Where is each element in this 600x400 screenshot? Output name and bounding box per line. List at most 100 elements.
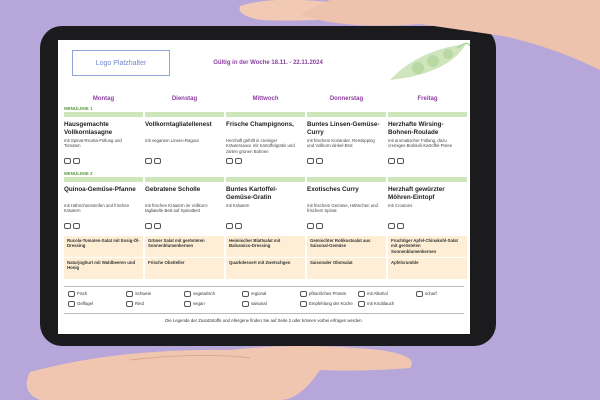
line-bar [145,112,224,117]
legend-icon [184,301,191,307]
legend-text: Rind [135,300,144,306]
legend-icon [300,291,307,297]
line-bar [307,112,386,117]
line-bar [64,177,143,182]
day-header: Freitag [417,96,438,102]
dish-description: mit frischen Kräutern im Vollkorn-taglia… [145,203,209,214]
day-header: Mittwoch [252,96,279,102]
dish-title: Quinoa-Gemüse-Pfanne [64,186,136,193]
legend-text: saisonal [251,300,267,306]
menu-line-label: MENÜLINIE 2 [64,171,93,176]
peas-decoration [390,42,470,80]
legend-icon [68,291,75,297]
dish-title: Buntes Kartoffel-Gemüse-Gratin [226,186,278,201]
side-dish: Naturjoghurt mit Waldbeeren und Honig [64,258,143,279]
dish-description: mit Spinat-Ricotta-Füllung und Tomaten [64,138,122,149]
diet-icon [316,223,323,229]
legend-text: regional [251,290,267,296]
legend-icon [358,301,365,307]
footer-note: Die Legende der Zusatzstoffe und Allerge… [165,318,363,323]
validity: Gültig in der Woche 18.11. - 22.11.2024 [213,60,323,66]
diet-icon [64,223,71,229]
side-dish: Apfelcrumble [388,258,467,279]
side-dish: Frische Obstteller [145,258,224,279]
dish-title: Exotisches Curry [307,186,359,193]
legend-text: scharf [425,290,437,296]
diet-icon [388,223,395,229]
dish-title: Buntes Linsen-Gemüse-Curry [307,121,380,136]
divider [64,313,464,314]
legend-icon [126,301,133,307]
line-bar [145,177,224,182]
dish-description: Herzhaft gefüllt in cremiger Kräutersauc… [226,138,295,154]
legend-text: mit Alkohol [367,290,388,296]
diet-icon [388,158,395,164]
legend-icon [242,291,249,297]
dish-description: mit frischem Gemüse, Hähnchen und frisch… [307,203,378,214]
line-bar [226,177,305,182]
divider [64,286,464,287]
legend-text: Geflügel [77,300,94,306]
legend-text: Fisch [77,290,88,296]
legend-icon [68,301,75,307]
logo: Logo Platzhalter [72,50,170,76]
line-bar [307,177,386,182]
diet-icon [73,223,80,229]
screen: Logo Platzhalter Gültig in der Woche 18.… [58,40,470,334]
side-dish: Fruchtiger Apfel-Chinakohl-Salat mit ger… [388,236,467,257]
diet-icon [73,158,80,164]
dish-description: mit frischem Koriander, Reistopping und … [307,138,375,149]
line-bar [388,177,467,182]
legend-icon [300,301,307,307]
dish-description: mit veganem Linsen-Ragout [145,138,199,143]
diet-icon [145,223,152,229]
legend-text: pflanzliches Protein [309,290,347,296]
dish-description: mit Kräutern [226,203,250,208]
menu-line-label: MENÜLINIE 1 [64,106,93,111]
dish-description: mit aromatischer Füllung, dazu cremiges … [388,138,453,149]
dish-title: Vollkorntagliatellenest [145,121,212,128]
dish-title: Herzhaft gewürzter Möhren-Eintopf [388,186,445,201]
side-dish: Heimischer Blattsalat mit Balsamico-Dres… [226,236,305,257]
line-bar [226,112,305,117]
line-bar [388,112,467,117]
diet-icon [307,223,314,229]
legend-text: vegetarisch [193,290,215,296]
side-dish: Grüner Salat mit gerösteten Sonnenblumen… [145,236,224,257]
side-dish: Gemischter Rohkostsalat aus Saisonal-Gem… [307,236,386,257]
legend-text: Empfehlung der Küche [309,300,353,306]
line-bar [64,112,143,117]
diet-icon [235,223,242,229]
legend-icon [416,291,423,297]
day-header: Dienstag [171,96,198,102]
dish-title: Hausgemachte Vollkornlasagne [64,121,113,136]
diet-icon [226,223,233,229]
day-header: Donnerstag [329,96,364,102]
side-dish: Saisonaler Obstsalat [307,258,386,279]
diet-icon [145,158,152,164]
legend-icon [184,291,191,297]
diet-icon [235,158,242,164]
day-header: Montag [92,96,115,102]
diet-icon [154,223,161,229]
legend-icon [358,291,365,297]
diet-icon [307,158,314,164]
legend-icon [242,301,249,307]
legend-icon [126,291,133,297]
legend-text: mit Knoblauch [367,300,395,306]
diet-icon [226,158,233,164]
side-dish: Quarkdessert mit Zwetschgen [226,258,305,279]
diet-icon [397,158,404,164]
dish-description: mit Croutons [388,203,413,208]
side-dish: Rucola-Tomaten-Salat mit Essig-Öl-Dressi… [64,236,143,257]
diet-icon [154,158,161,164]
dish-description: mit Hähnchenstreifen und frischen Kräute… [64,203,130,214]
dish-title: Herzhafte Wirsing-Bohnen-Roulade [388,121,444,136]
diet-icon [64,158,71,164]
legend-text: vegan [193,300,205,306]
legend-text: Schwein [135,290,152,296]
dish-title: Frische Champignons, [226,121,294,128]
dish-title: Gebratene Scholle [145,186,201,193]
